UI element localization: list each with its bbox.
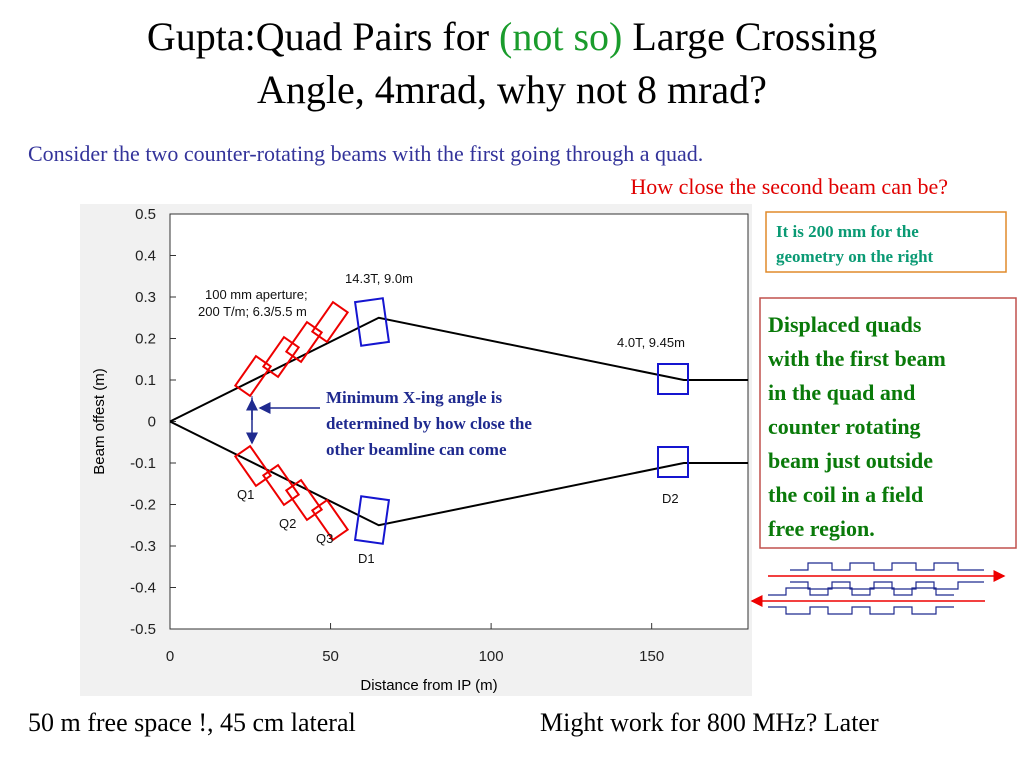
explanation-text: counter rotating (768, 414, 921, 439)
y-tick-label: 0.5 (135, 206, 156, 223)
beam-line (169, 420, 748, 527)
chart: 0.5 0.4 0.3 0.2 0.1 0 -0.1 -0.2 -0.3 -0.4 -0.5 0 50 1… (91, 206, 748, 694)
crossing-note: Minimum X-ing angle is determined by how… (326, 388, 532, 459)
y-tick-label: -0.5 (130, 621, 156, 638)
annotation: determined by how close the (326, 414, 532, 433)
explanation-text: free region. (768, 516, 875, 541)
beam-line (169, 316, 748, 423)
y-tick-label: 0 (148, 414, 156, 431)
magnet-labels: 100 mm aperture; 200 T/m; 6.3/5.5 m 14.3… (198, 271, 685, 566)
y-axis-title: Beam offest (m) (91, 368, 108, 474)
y-tick-label: -0.3 (130, 538, 156, 555)
annotation: 14.3T, 9.0m (345, 271, 413, 286)
title-part: (not so) (499, 14, 622, 59)
annotation: 200 T/m; 6.3/5.5 m (198, 304, 307, 319)
annotation: 100 mm aperture; (205, 287, 308, 302)
x-tick-label: 100 (479, 648, 504, 665)
annotation: D1 (358, 551, 375, 566)
footer-text: Might work for 800 MHz? Later (540, 708, 879, 737)
annotation: Minimum X-ing angle is (326, 388, 503, 407)
y-tick-label: 0.4 (135, 248, 156, 265)
y-tick-label: -0.4 (130, 580, 156, 597)
footer-text: 50 m free space !, 45 cm lateral (28, 708, 356, 737)
annotation: D2 (662, 491, 679, 506)
subtitle: Consider the two counter-rotating beams … (28, 141, 703, 166)
x-tick-label: 0 (166, 648, 174, 665)
y-tick-label: 0.1 (135, 372, 156, 389)
y-tick-label: 0.3 (135, 289, 156, 306)
question: How close the second beam can be? (630, 174, 948, 199)
annotation: Q2 (279, 516, 296, 531)
annotation: other beamline can come (326, 440, 507, 459)
annotation: Q1 (237, 487, 254, 502)
y-tick-label: -0.1 (130, 455, 156, 472)
explanation-text: beam just outside (768, 448, 933, 473)
dipoles (353, 297, 689, 545)
title: Angle, 4mrad, why not 8 mrad? (257, 67, 767, 112)
x-tick-label: 50 (322, 648, 339, 665)
explanation-text: in the quad and (768, 380, 915, 405)
annotation: 4.0T, 9.45m (617, 335, 685, 350)
y-tick-label: 0.2 (135, 331, 156, 348)
title: Gupta:Quad Pairs for (not so) Large Cros… (147, 14, 877, 59)
title-part: Large Crossing (632, 14, 877, 59)
explanation-text: the coil in a field (768, 482, 923, 507)
explanation-text: with the first beam (768, 346, 946, 371)
annotation-box (318, 381, 612, 469)
x-axis-title: Distance from IP (m) (360, 677, 497, 694)
beam-sketch (750, 562, 1006, 615)
explanation-text: Displaced quads (768, 312, 922, 337)
note-text: It is 200 mm for the (776, 222, 919, 241)
x-tick-label: 150 (639, 648, 664, 665)
note-text: geometry on the right (776, 247, 934, 266)
title-part: Gupta:Quad Pairs for (147, 14, 489, 59)
note-box (765, 211, 1007, 273)
y-tick-label: -0.2 (130, 497, 156, 514)
explanation-box (759, 297, 1017, 549)
annotation: Q3 (316, 531, 333, 546)
